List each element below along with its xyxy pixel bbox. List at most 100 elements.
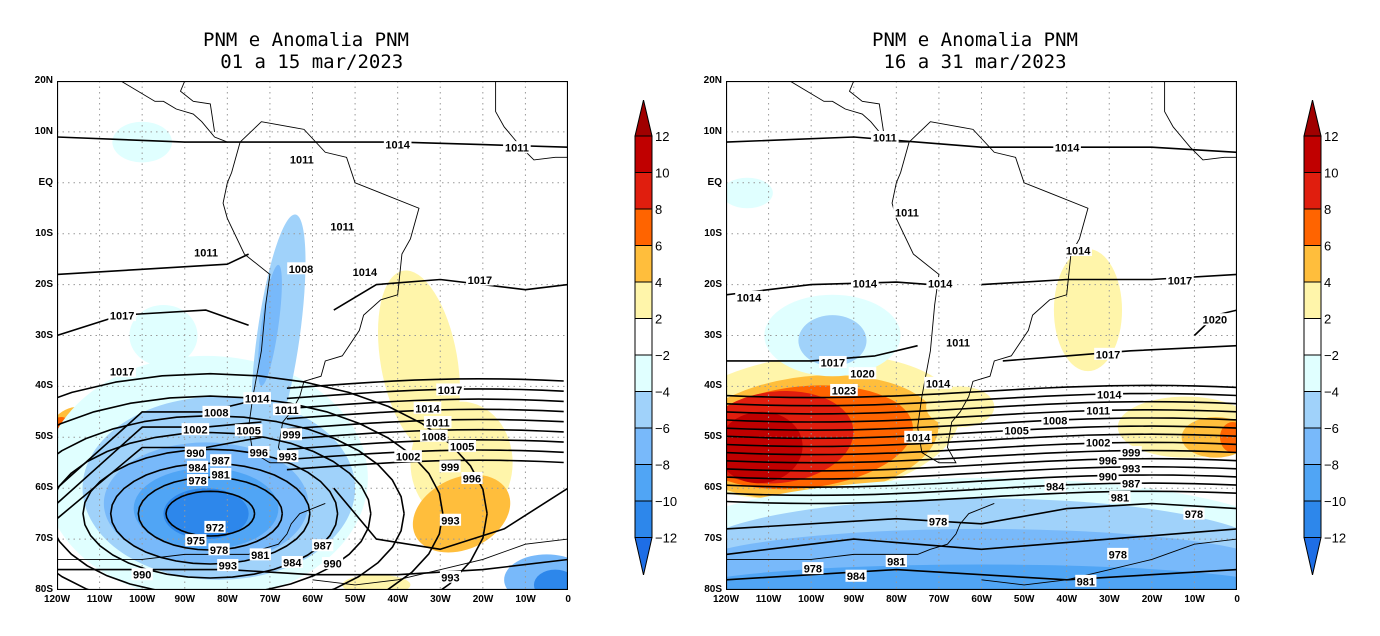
- contour-label-background: [1095, 388, 1124, 401]
- contour-label-background: [924, 376, 952, 389]
- contour-label-text: 996: [1099, 456, 1117, 468]
- contour-label-text: 1020: [1203, 315, 1227, 327]
- contour-label-background: [248, 446, 270, 459]
- contour-label: 1005: [448, 439, 476, 453]
- colorbar-bin: [634, 245, 653, 283]
- isobar-contour: [726, 490, 1237, 505]
- contour-label-background: [1044, 480, 1066, 493]
- contour-label-text: 1005: [1004, 426, 1028, 438]
- colorbar-tick-label: −4: [1324, 385, 1339, 400]
- contour-label-text: 1014: [737, 292, 762, 304]
- contour-label-background: [1107, 547, 1129, 560]
- colorbar-tick-label: 4: [655, 275, 662, 290]
- contour-label-background: [272, 403, 301, 416]
- contour-label: 1011: [893, 205, 921, 219]
- isobar-contour: [57, 436, 262, 520]
- colorbar-tick-label: −6: [1324, 421, 1339, 436]
- colorbar-tick-label: 12: [1324, 129, 1338, 144]
- contour-label-background: [1120, 477, 1142, 490]
- contour-label-background: [461, 472, 483, 485]
- contour-label-background: [351, 265, 379, 278]
- contour-label-text: 981: [251, 550, 269, 562]
- isobar-contour: [726, 425, 1237, 440]
- contour-label-background: [439, 513, 462, 526]
- contour-label-text: 981: [1077, 576, 1095, 588]
- contour-label: 1014: [351, 265, 379, 279]
- contour-label-text: 1017: [110, 311, 134, 323]
- contour-label-background: [885, 554, 907, 567]
- contour-label: 1017: [1094, 347, 1122, 361]
- contour-label-text: 1008: [289, 264, 313, 276]
- contour-label-text: 972: [206, 522, 224, 534]
- latitude-label: 50S: [35, 431, 53, 443]
- contour-label: 1005: [1002, 424, 1031, 438]
- isobar-contour: [82, 448, 339, 579]
- contour-label-background: [312, 539, 334, 552]
- contour-label-background: [1166, 274, 1194, 287]
- colorbar-bin: [1303, 281, 1322, 319]
- coastline: [891, 121, 1089, 464]
- colorbar-bin: [634, 208, 653, 246]
- contour-label: 1008: [202, 405, 231, 419]
- isobar-contour: [57, 253, 249, 276]
- contour-label-text: 1014: [415, 403, 440, 415]
- contour-label-text: 1002: [183, 425, 207, 437]
- colorbar-tick-label: −2: [655, 348, 670, 363]
- contour-label-background: [845, 569, 867, 582]
- contour-label-text: 978: [1185, 509, 1203, 521]
- latitude-label: 30S: [704, 329, 722, 341]
- contour-label-text: 999: [282, 430, 300, 442]
- contour-label-background: [321, 557, 344, 570]
- contour-label-background: [503, 141, 531, 154]
- colorbar-bin: [634, 318, 653, 356]
- contour-label: 1011: [192, 246, 220, 260]
- contour-label-text: 1017: [1168, 276, 1192, 288]
- contour-label-background: [394, 450, 422, 463]
- contour-label: 990: [321, 557, 344, 571]
- contour-label-text: 999: [441, 462, 459, 474]
- contour-label-background: [217, 559, 239, 572]
- isobar-contour: [165, 490, 256, 537]
- contour-label-background: [420, 429, 448, 442]
- contour-label-background: [448, 439, 476, 452]
- latitude-label: 30S: [35, 329, 53, 341]
- colorbar-bin: [1303, 245, 1322, 283]
- contour-label: 999: [280, 428, 303, 442]
- anomaly-shading: [798, 315, 867, 367]
- colorbar-tick-label: 12: [655, 129, 669, 144]
- anomaly-shading: [533, 569, 568, 590]
- contour-label: 981: [1075, 574, 1097, 588]
- isobar-contour: [726, 568, 1237, 581]
- coastline: [120, 81, 241, 143]
- colorbar-tick-label: 4: [1324, 275, 1331, 290]
- contour-label-text: 1014: [1097, 390, 1122, 402]
- contour-label-text: 1011: [873, 132, 897, 144]
- contour-label-background: [423, 416, 452, 429]
- contour-label: 987: [210, 454, 232, 468]
- contour-label: 1017: [108, 309, 136, 323]
- coastline: [848, 81, 918, 132]
- contour-label-background: [185, 534, 207, 547]
- contour-label-background: [1075, 574, 1097, 587]
- contour-label-text: 1011: [505, 143, 529, 155]
- colorbar-bin: [634, 500, 653, 538]
- colorbar-tick-label: −12: [1324, 531, 1346, 546]
- contour-label-text: 1011: [290, 154, 314, 166]
- contour-label-text: 1011: [895, 207, 919, 219]
- isobar-contour: [286, 449, 564, 461]
- contour-label-background: [287, 262, 315, 275]
- contour-label-background: [1120, 446, 1142, 459]
- latitude-label: 60S: [35, 482, 53, 494]
- contour-label-text: 993: [279, 452, 297, 464]
- latitude-label: 40S: [35, 380, 53, 392]
- contour-label-background: [181, 423, 210, 436]
- contour-label: 1008: [287, 262, 315, 276]
- latitude-label: 10S: [704, 227, 722, 239]
- contour-label: 993: [277, 450, 299, 464]
- contour-label-text: 981: [212, 469, 230, 481]
- isobar-contour: [726, 502, 1237, 530]
- contour-label: 987: [312, 539, 334, 553]
- contour-label: 990: [184, 446, 206, 460]
- isobar-contour: [57, 414, 405, 590]
